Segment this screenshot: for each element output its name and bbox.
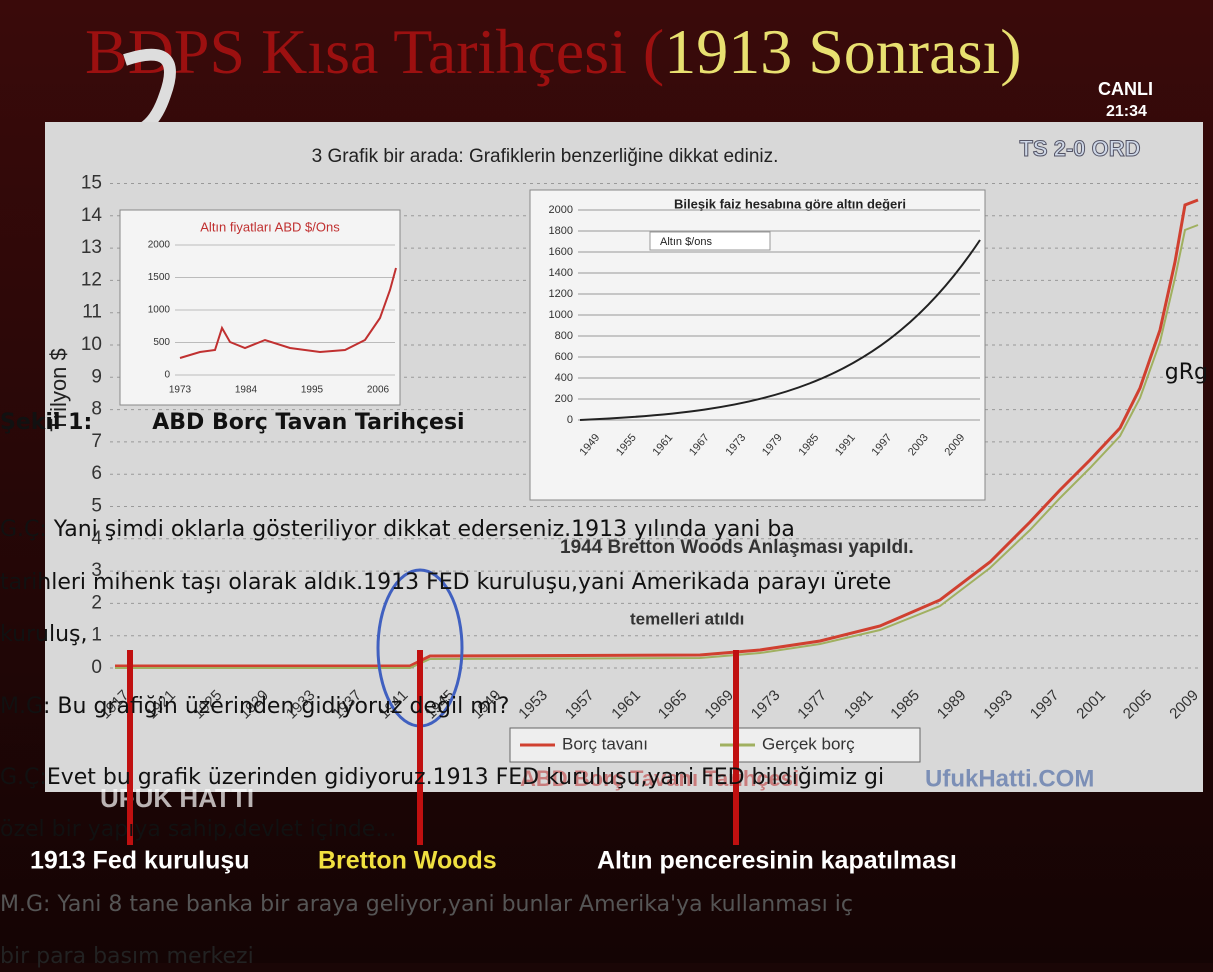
y-tick-label: 800 xyxy=(555,330,573,342)
y-tick-label: 1500 xyxy=(148,272,171,283)
y-tick-label: 1600 xyxy=(549,246,573,258)
title: BDPS Kısa Tarihçesi (1913 Sonrası) xyxy=(85,16,1022,87)
doc-line: M.G: Yani 8 tane banka bir araya geliyor… xyxy=(0,890,1213,920)
doc-code: gRg xyxy=(0,358,1208,388)
inset-right-legend-text: Altın $/ons xyxy=(660,236,712,248)
doc-line: G.Ç:Evet bu grafik üzerinden gidiyoruz.1… xyxy=(0,763,1213,793)
inset-left-title: Altın fiyatları ABD $/Ons xyxy=(200,219,340,234)
y-tick-label: 0 xyxy=(91,657,102,678)
caption: Altın penceresinin kapatılması xyxy=(597,847,957,875)
y-tick-label: 2000 xyxy=(549,204,573,216)
y-tick-label: 2000 xyxy=(148,240,171,251)
doc-line: bir para basım merkezi xyxy=(0,942,1213,972)
figure-label: Şekil 1: xyxy=(0,410,92,435)
doc-line: G.Ç: Yani şimdi oklarla gösteriliyor dik… xyxy=(0,515,1213,545)
y-tick-label: 1400 xyxy=(549,267,573,279)
caption: Bretton Woods xyxy=(318,847,497,875)
y-tick-label: 12 xyxy=(81,269,102,290)
page: BDPS Kısa Tarihçesi (1913 Sonrası) CANLI… xyxy=(0,0,1213,963)
y-tick-label: 1800 xyxy=(549,225,573,237)
live-label: CANLI xyxy=(1098,79,1153,99)
y-tick-label: 1200 xyxy=(549,288,573,300)
slide-subtitle: 3 Grafik bir arada: Grafiklerin benzerli… xyxy=(312,146,779,167)
y-tick-label: 1000 xyxy=(148,305,171,316)
legend-entry: Borç tavanı xyxy=(562,734,648,753)
doc-line: özel bir yapıya sahip,devlet içinde... xyxy=(0,815,1213,845)
y-tick-label: 200 xyxy=(555,393,573,405)
doc-line: M.G: Bu grafiğin üzerinden gidiyoruz değ… xyxy=(0,692,1213,722)
y-tick-label: 14 xyxy=(81,205,103,226)
inset-right-title: Bileşik faiz hesabına göre altın değeri xyxy=(674,196,906,211)
y-tick-label: 500 xyxy=(153,337,170,348)
legend-entry: Gerçek borç xyxy=(762,734,855,753)
figure-title: ABD Borç Tavan Tarihçesi xyxy=(152,410,464,435)
caption: 1913 Fed kuruluşu xyxy=(30,847,250,875)
doc-line: kuruluş, xyxy=(0,620,1213,650)
doc-line: tarihleri mihenk taşı olarak aldık.1913 … xyxy=(0,568,1213,598)
y-tick-label: 6 xyxy=(91,463,102,484)
y-tick-label: 11 xyxy=(82,302,102,323)
y-tick-label: 13 xyxy=(81,237,102,258)
score: TS 2-0 ORD xyxy=(1019,136,1140,161)
figure-caption: Şekil 1: ABD Borç Tavan Tarihçesi xyxy=(0,408,1213,438)
clock: 21:34 xyxy=(1106,103,1147,120)
y-tick-label: 10 xyxy=(81,334,102,355)
y-tick-label: 5 xyxy=(91,496,102,517)
y-tick-label: 15 xyxy=(81,173,102,194)
y-tick-label: 1000 xyxy=(549,309,573,321)
